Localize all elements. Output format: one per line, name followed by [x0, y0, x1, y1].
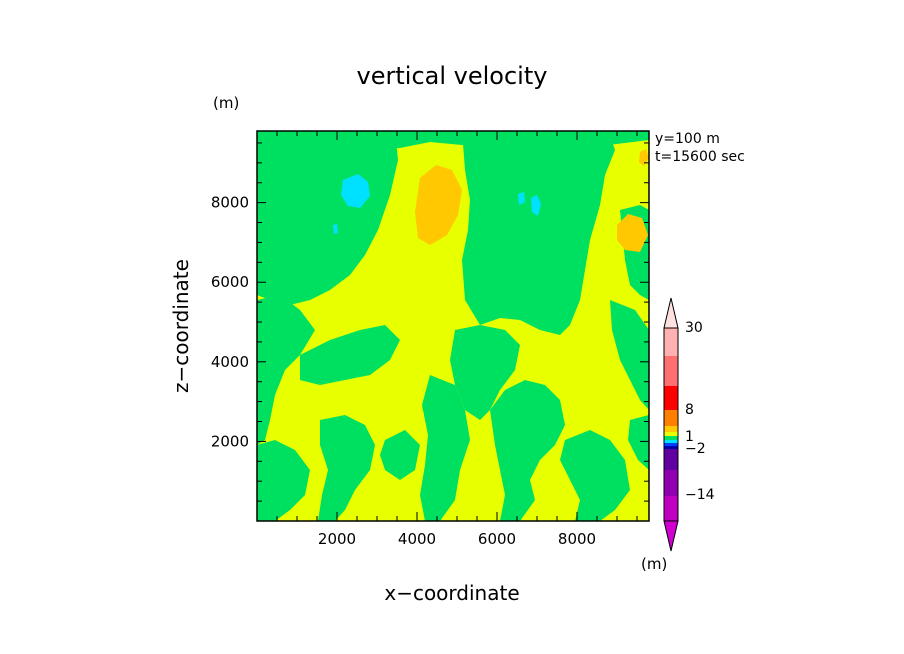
contour-green-mid-right [450, 325, 520, 420]
colorbar-level [664, 436, 678, 440]
plot-frame [256, 130, 650, 522]
colorbar-level [664, 496, 678, 521]
colorbar-label: −14 [685, 487, 715, 503]
colorbar-label: −2 [685, 441, 706, 457]
contour-green-lower-mid [318, 415, 375, 521]
units-label: (m) [213, 94, 239, 112]
contour-cyan-spot-2 [531, 195, 541, 216]
contour-orange-spot-1 [415, 165, 462, 245]
colorbar-units-label: (m) [641, 555, 667, 573]
colorbar-level [664, 410, 678, 426]
colorbar-level [664, 432, 678, 436]
contour-green-top-strip [257, 131, 649, 152]
colorbar-level [664, 328, 678, 356]
colorbar-bottom-arrow [663, 520, 679, 552]
info-time: t=15600 sec [655, 149, 745, 165]
contour-field [257, 131, 649, 521]
contour-green-center-low [490, 380, 565, 521]
x-axis-label: x−coordinate [384, 581, 519, 605]
colorbar-level [664, 470, 678, 496]
colorbar-label: 8 [685, 402, 694, 418]
colorbar: 30 8 1−2 −14 [663, 297, 715, 552]
colorbar-level [664, 449, 678, 470]
colorbar-frame [663, 327, 679, 522]
contour-green-lower-right [560, 430, 630, 521]
colorbar-level [664, 443, 678, 446]
contour-green-center-mid [380, 430, 420, 480]
y-tick-label: 2000 [211, 432, 249, 450]
contour-orange-spot-3 [639, 149, 649, 166]
colorbar-label: 1 [685, 429, 694, 445]
contour-green-upper-right [462, 131, 615, 335]
colorbar-level [664, 426, 678, 432]
contour-cyan-spot-1 [341, 174, 370, 208]
contour-cyan-spot-3 [518, 192, 525, 205]
x-tick-label: 8000 [558, 530, 596, 548]
chart-title: vertical velocity [357, 62, 548, 90]
x-tick-label: 2000 [318, 530, 356, 548]
colorbar-label: 30 [685, 320, 703, 336]
contour-orange-spot-2 [617, 214, 648, 252]
colorbar-level [664, 440, 678, 443]
contour-green-right-lower [610, 300, 649, 410]
y-tick-label: 4000 [211, 353, 249, 371]
info-y: y=100 m [655, 131, 720, 147]
contour-green-mid-band [300, 325, 400, 385]
colorbar-level [664, 356, 678, 386]
contour-green-mid-left [257, 295, 315, 445]
colorbar-top-arrow [663, 297, 679, 329]
contour-green-column [420, 375, 470, 521]
x-tick-label: 6000 [478, 530, 516, 548]
contour-cyan-spot-4 [333, 224, 338, 234]
contour-green-right-bottom [628, 415, 649, 470]
contour-green-lower-left [257, 440, 310, 521]
x-tick-label: 4000 [398, 530, 436, 548]
x-axis: 2000 4000 6000 8000 [276, 131, 638, 548]
colorbar-level [664, 386, 678, 410]
y-axis: 2000 4000 6000 8000 [211, 142, 649, 502]
y-tick-label: 6000 [211, 273, 249, 291]
colorbar-level [664, 446, 678, 449]
contour-green-upper-left [257, 131, 398, 305]
y-axis-label: z−coordinate [169, 259, 193, 393]
y-tick-label: 8000 [211, 194, 249, 212]
